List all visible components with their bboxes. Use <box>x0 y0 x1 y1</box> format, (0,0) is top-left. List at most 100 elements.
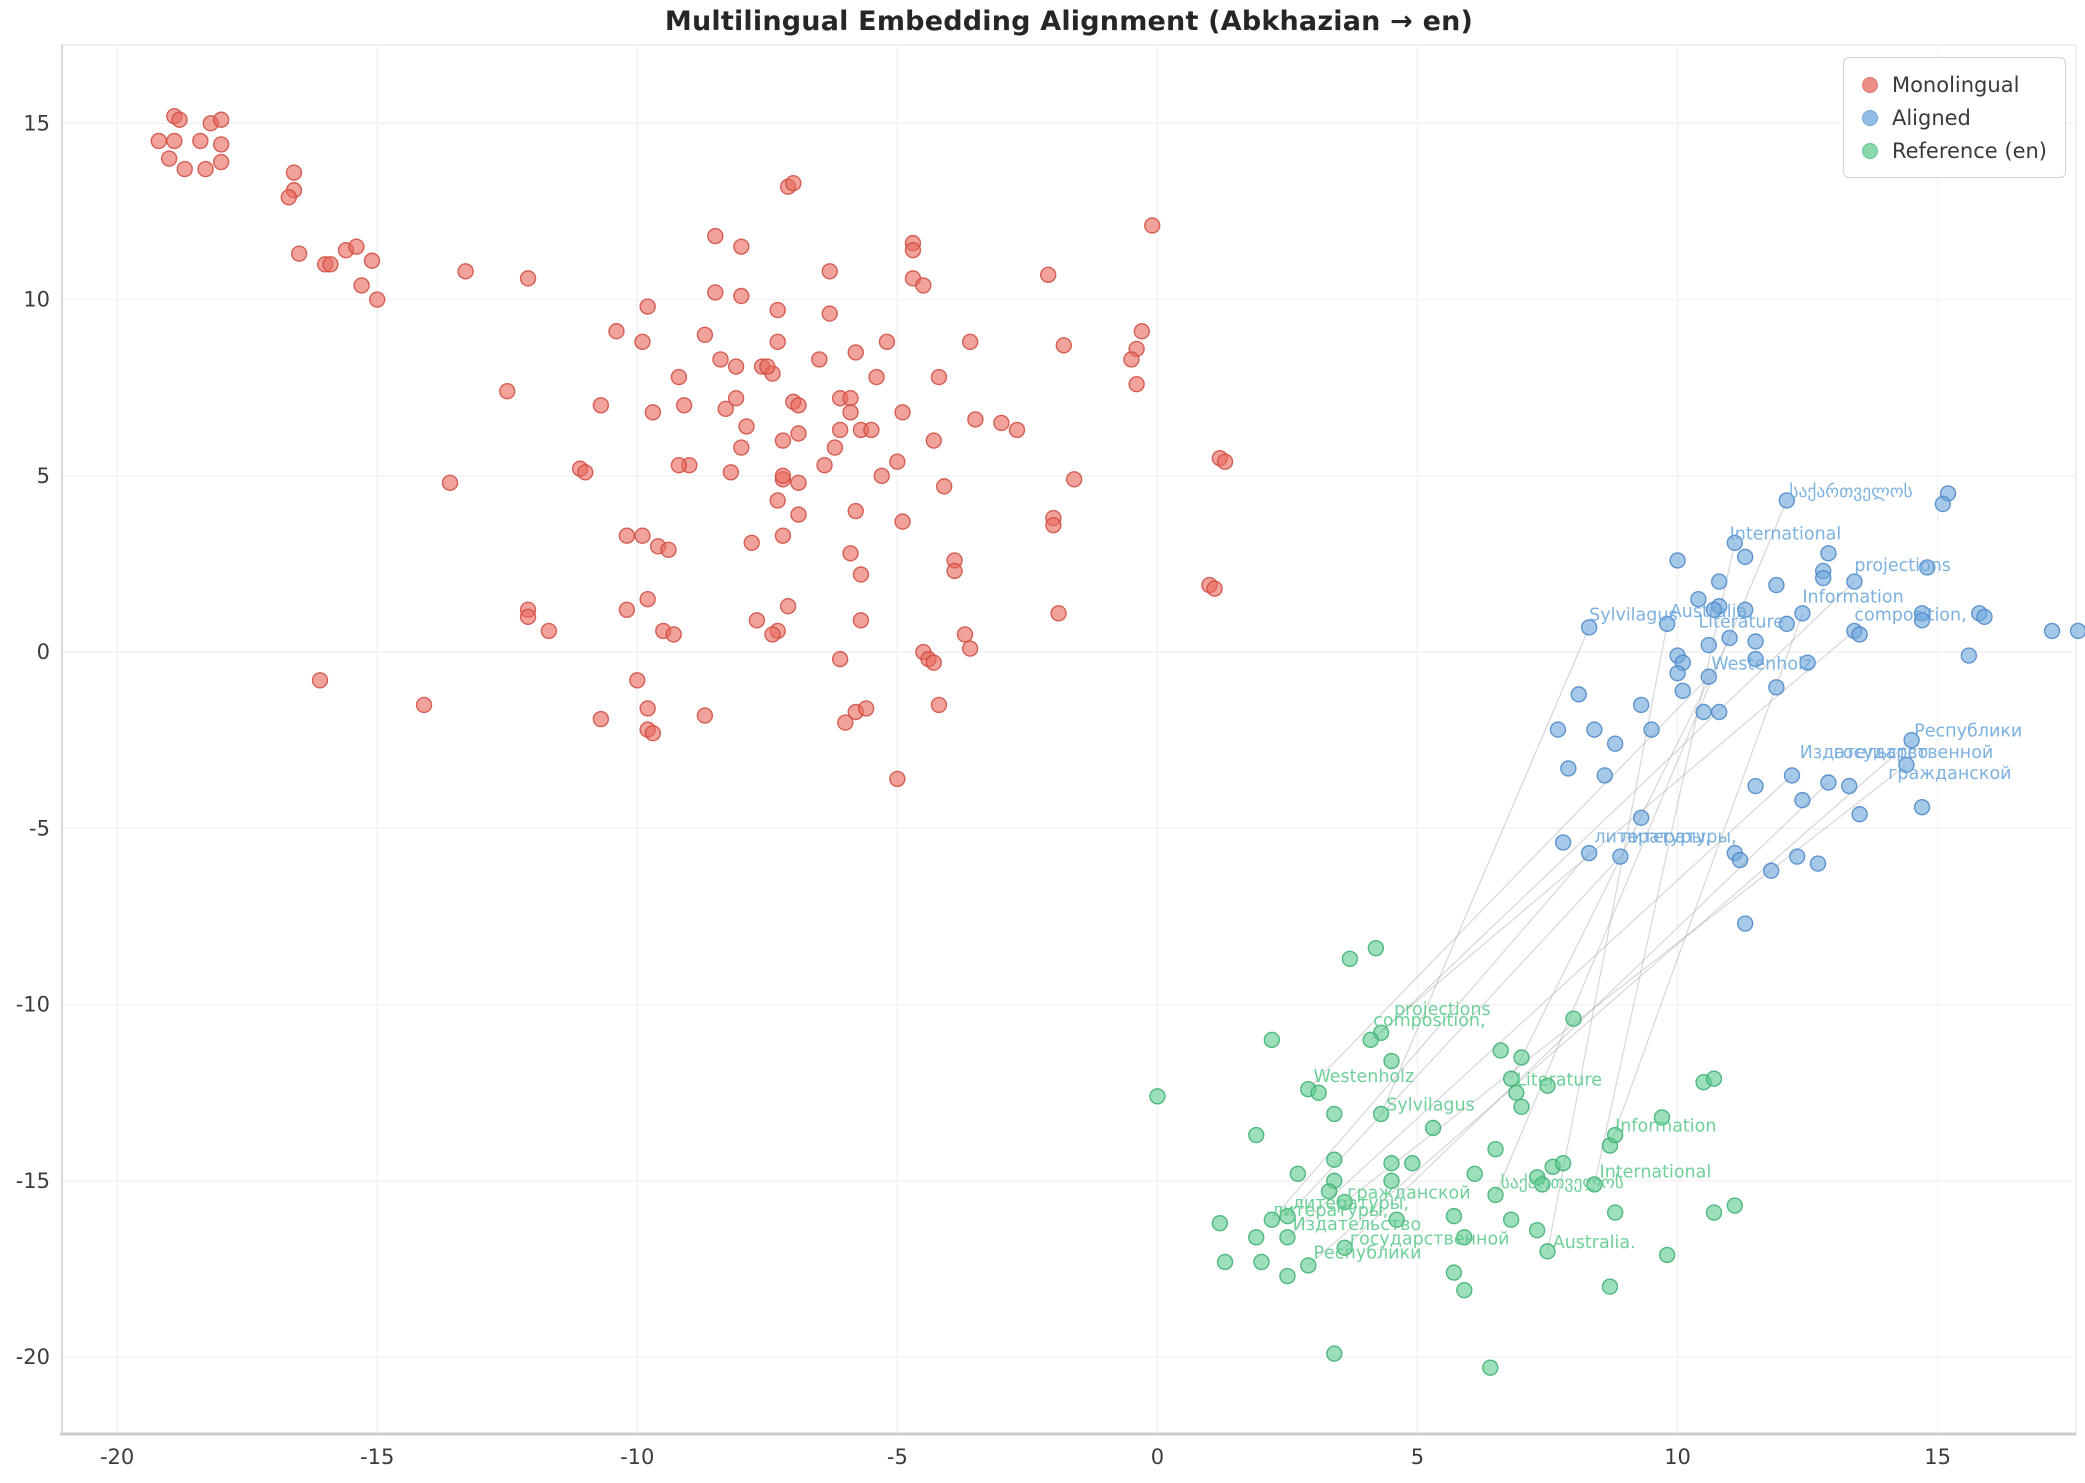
y-tick-label: 10 <box>23 288 50 312</box>
reference-label: projections <box>1394 1000 1491 1020</box>
reference-label: Издательство <box>1293 1215 1422 1235</box>
point-reference-en <box>1565 1010 1582 1027</box>
point-monolingual <box>857 700 875 717</box>
point-monolingual <box>946 562 963 580</box>
point-reference-en <box>1601 1278 1619 1295</box>
point-monolingual <box>670 368 688 386</box>
reference-label: International <box>1600 1162 1712 1182</box>
point-reference-en <box>1424 1119 1442 1137</box>
point-monolingual <box>790 506 807 523</box>
point-aligned <box>1632 809 1650 826</box>
point-reference-en <box>1326 1105 1343 1123</box>
point-reference-en <box>1487 1140 1504 1158</box>
x-tick-label: 0 <box>1151 1445 1164 1469</box>
point-reference-en <box>1445 1207 1463 1225</box>
point-monolingual <box>618 527 636 544</box>
point-reference-en <box>1606 1126 1624 1144</box>
point-monolingual <box>639 298 656 315</box>
aligned-label: Sylvilagus <box>1589 605 1677 625</box>
point-monolingual <box>415 696 433 714</box>
point-aligned <box>1789 848 1806 865</box>
point-monolingual <box>769 492 786 509</box>
legend-label: Monolingual <box>1891 72 2020 97</box>
legend-label: Reference (en) <box>1891 138 2047 163</box>
point-monolingual <box>831 650 849 668</box>
point-aligned <box>1820 545 1837 562</box>
point-monolingual <box>618 601 636 618</box>
point-monolingual <box>790 474 807 492</box>
point-monolingual <box>785 174 802 192</box>
point-aligned <box>1762 862 1780 879</box>
point-reference-en <box>1383 1172 1400 1190</box>
point-aligned <box>1549 721 1567 738</box>
point-aligned <box>1726 534 1743 551</box>
point-monolingual <box>696 326 714 343</box>
point-monolingual <box>790 397 807 414</box>
point-aligned <box>1643 721 1660 738</box>
point-monolingual <box>519 608 537 626</box>
x-tick-label: -20 <box>100 1445 134 1469</box>
point-reference-en <box>1492 1042 1509 1059</box>
point-aligned <box>1768 679 1785 696</box>
reference-label: Sylvilagus <box>1386 1095 1474 1115</box>
point-monolingual <box>1206 580 1223 597</box>
point-reference-en <box>1653 1109 1671 1126</box>
point-monolingual <box>675 397 693 414</box>
point-reference-en <box>1362 1031 1379 1049</box>
point-monolingual <box>889 770 906 788</box>
point-monolingual <box>150 132 167 150</box>
point-monolingual <box>894 404 911 421</box>
point-monolingual <box>1216 453 1234 470</box>
point-aligned <box>1851 626 1868 643</box>
y-tick-label: -20 <box>16 1345 50 1369</box>
point-aligned <box>1913 612 1931 629</box>
point-monolingual <box>290 245 308 262</box>
aligned-label: Республики <box>1914 722 2022 742</box>
point-monolingual <box>852 612 870 629</box>
point-monolingual <box>644 404 662 421</box>
point-monolingual <box>629 672 646 689</box>
alignment-line <box>1380 627 1590 1115</box>
point-monolingual <box>280 189 297 206</box>
point-monolingual <box>707 284 724 301</box>
point-monolingual <box>816 457 833 474</box>
point-aligned <box>1554 834 1572 851</box>
point-monolingual <box>1123 351 1140 368</box>
point-monolingual <box>160 150 178 167</box>
point-aligned <box>1794 791 1811 809</box>
x-tick-label: -10 <box>620 1445 654 1469</box>
point-monolingual <box>1066 471 1083 488</box>
point-reference-en <box>1341 950 1359 967</box>
point-monolingual <box>842 404 859 421</box>
point-monolingual <box>868 368 885 386</box>
x-tick-label: -5 <box>887 1445 908 1469</box>
point-reference-en <box>1326 1151 1343 1168</box>
point-reference-en <box>1216 1253 1234 1271</box>
point-monolingual <box>176 160 193 178</box>
point-aligned <box>1736 601 1754 618</box>
point-aligned <box>1778 492 1795 509</box>
chart-title: Multilingual Embedding Alignment (Abkhaz… <box>664 6 1474 37</box>
point-aligned <box>1674 682 1691 700</box>
point-monolingual <box>889 453 906 470</box>
point-monolingual <box>727 390 745 407</box>
point-monolingual <box>774 467 792 485</box>
point-monolingual <box>634 333 651 351</box>
aligned-label: Literature <box>1698 612 1784 632</box>
point-monolingual <box>1008 421 1026 439</box>
point-monolingual <box>821 305 838 322</box>
point-monolingual <box>774 527 792 544</box>
point-reference-en <box>1310 1084 1327 1101</box>
aligned-label: Australia <box>1670 602 1747 622</box>
point-monolingual <box>1039 266 1057 284</box>
point-reference-en <box>1482 1359 1499 1376</box>
point-monolingual <box>1128 375 1145 393</box>
point-reference-en <box>1539 1243 1556 1260</box>
point-monolingual <box>639 590 656 608</box>
point-aligned <box>1658 615 1676 633</box>
point-monolingual <box>592 397 610 414</box>
point-aligned <box>1586 721 1603 738</box>
point-reference-en <box>1263 1031 1281 1049</box>
aligned-label: Information <box>1802 588 1903 608</box>
